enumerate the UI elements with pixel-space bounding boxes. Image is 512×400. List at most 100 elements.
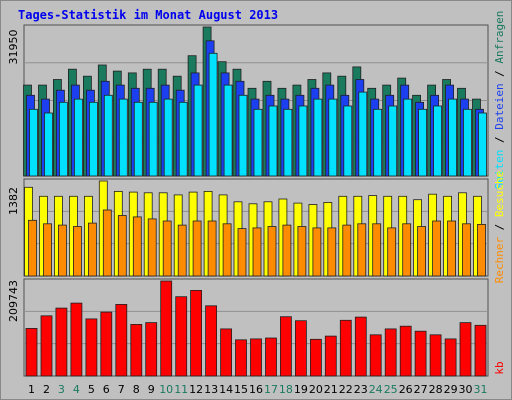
- x-tick-label-day-4: 4: [73, 383, 80, 396]
- bar-rechner-day-4: [73, 226, 82, 277]
- bar-rechner-day-8: [132, 216, 142, 277]
- bar-seiten-day-26: [403, 98, 413, 177]
- bar-seiten-day-22: [343, 105, 353, 177]
- bar-rechner-day-22: [342, 224, 352, 277]
- bar-rechner-day-26: [402, 223, 412, 277]
- bar-seiten-day-8: [133, 101, 143, 177]
- bar-kb-day-26: [399, 325, 412, 377]
- bar-seiten-day-14: [223, 84, 233, 177]
- bar-kb-day-3: [55, 307, 68, 377]
- bar-kb-day-28: [429, 334, 442, 377]
- bar-rechner-day-16: [252, 227, 262, 277]
- bar-seiten-day-28: [433, 105, 443, 177]
- x-tick-label-day-14: 14: [219, 383, 233, 396]
- bar-seiten-day-15: [238, 94, 248, 177]
- bar-seiten-day-3: [59, 101, 68, 177]
- bar-kb-day-13: [205, 305, 218, 377]
- bar-kb-day-8: [130, 323, 143, 377]
- bar-rechner-day-27: [417, 226, 427, 277]
- legend-rechner: Rechner: [493, 237, 506, 284]
- chart-title: Tages-Statistik im Monat August 2013: [18, 8, 279, 22]
- x-tick-label-day-11: 11: [174, 383, 188, 396]
- bar-seiten-day-21: [328, 98, 338, 177]
- bar-kb-day-12: [190, 289, 203, 377]
- bar-rechner-day-25: [387, 227, 397, 277]
- x-tick-label-day-20: 20: [309, 383, 323, 396]
- legend-separator: /: [493, 217, 506, 237]
- x-tick-label-day-25: 25: [384, 383, 398, 396]
- bar-kb-day-18: [279, 316, 292, 377]
- bar-rechner-day-21: [327, 227, 337, 277]
- bar-kb-day-6: [100, 311, 113, 377]
- bar-rechner-day-12: [192, 220, 202, 277]
- bar-rechner-day-28: [432, 220, 442, 277]
- bar-kb-day-31: [474, 324, 487, 377]
- bar-kb-day-20: [309, 338, 322, 377]
- bar-rechner-day-1: [28, 219, 37, 277]
- bar-kb-day-15: [235, 339, 247, 377]
- x-tick-label-day-17: 17: [264, 383, 278, 396]
- bar-rechner-day-30: [462, 223, 471, 277]
- bar-kb-day-23: [354, 316, 367, 377]
- bar-seiten-day-30: [463, 108, 472, 177]
- legend-top: Seiten / Dateien / Anfragen: [493, 11, 506, 190]
- bar-kb-day-4: [70, 302, 83, 377]
- bar-kb-day-10: [160, 280, 173, 377]
- bar-kb-day-29: [444, 338, 457, 377]
- legend-separator: /: [493, 130, 506, 150]
- bar-seiten-day-23: [358, 91, 368, 177]
- x-tick-label-day-3: 3: [58, 383, 65, 396]
- bar-seiten-day-16: [253, 108, 263, 177]
- bar-rechner-day-15: [237, 228, 247, 277]
- x-tick-label-day-5: 5: [88, 383, 95, 396]
- bar-kb-day-22: [339, 319, 352, 377]
- bar-kb-day-1: [25, 327, 38, 377]
- bar-seiten-day-2: [44, 112, 53, 177]
- x-tick-label-day-29: 29: [444, 383, 458, 396]
- bar-seiten-day-4: [74, 98, 83, 177]
- bar-seiten-day-10: [163, 98, 173, 177]
- x-tick-label-day-8: 8: [133, 383, 140, 396]
- legend-anfragen: Anfragen: [493, 11, 506, 64]
- bar-seiten-day-6: [103, 94, 113, 177]
- bar-seiten-day-1: [29, 108, 38, 177]
- bar-rechner-day-29: [447, 220, 457, 277]
- bar-kb-day-25: [384, 328, 397, 377]
- bar-kb-day-5: [85, 318, 98, 377]
- bar-kb-day-11: [175, 296, 188, 377]
- bar-kb-day-17: [265, 337, 277, 377]
- bar-rechner-day-24: [372, 223, 382, 277]
- x-tick-label-day-1: 1: [28, 383, 35, 396]
- bar-seiten-day-27: [418, 108, 428, 177]
- x-tick-label-day-24: 24: [369, 383, 383, 396]
- x-tick-label-day-7: 7: [118, 383, 125, 396]
- x-tick-label-day-26: 26: [399, 383, 413, 396]
- bar-rechner-day-7: [117, 215, 127, 277]
- bar-kb-day-7: [115, 303, 128, 377]
- bar-seiten-day-20: [313, 98, 323, 177]
- bar-kb-day-27: [414, 330, 427, 377]
- bar-seiten-day-12: [193, 84, 203, 177]
- x-tick-label-day-12: 12: [189, 383, 203, 396]
- bar-seiten-day-31: [478, 112, 487, 177]
- x-tick-label-day-28: 28: [429, 383, 443, 396]
- bar-kb-day-21: [324, 335, 337, 377]
- bar-seiten-day-9: [148, 101, 158, 177]
- x-tick-label-day-31: 31: [474, 383, 488, 396]
- bar-rechner-day-18: [282, 224, 292, 277]
- bar-rechner-day-2: [43, 223, 52, 277]
- bar-rechner-day-9: [147, 218, 157, 277]
- bar-seiten-day-29: [448, 98, 458, 177]
- bar-seiten-day-18: [283, 108, 293, 177]
- bar-seiten-day-17: [268, 105, 278, 177]
- bar-kb-day-19: [294, 320, 307, 377]
- bar-kb-day-30: [459, 322, 472, 377]
- x-tick-label-day-13: 13: [204, 383, 218, 396]
- x-tick-label-day-2: 2: [43, 383, 50, 396]
- x-tick-label-day-18: 18: [279, 383, 293, 396]
- y-max-label-top: 31950: [7, 30, 20, 65]
- x-tick-label-day-21: 21: [324, 383, 338, 396]
- bar-seiten-day-13: [208, 52, 218, 177]
- x-tick-label-day-16: 16: [249, 383, 263, 396]
- bar-seiten-day-7: [118, 98, 128, 177]
